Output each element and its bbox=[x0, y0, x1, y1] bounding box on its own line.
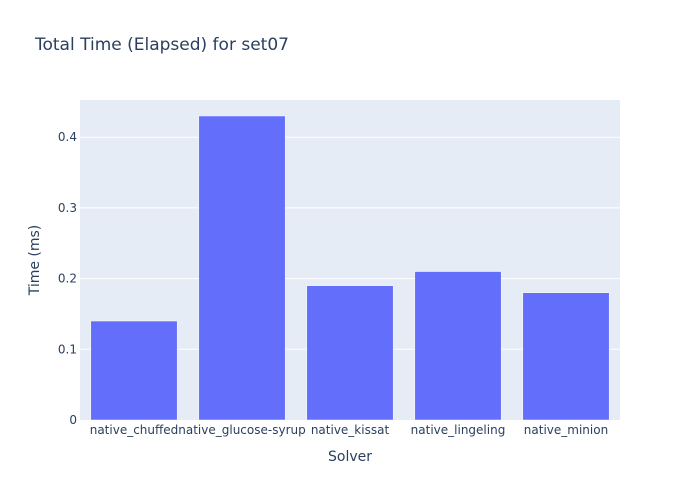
y-tick-label: 0.1 bbox=[58, 342, 77, 356]
bars bbox=[90, 115, 610, 421]
bar-native_glucose-syrup bbox=[198, 115, 286, 421]
bar-native_minion bbox=[522, 292, 610, 421]
y-tick-label: 0 bbox=[69, 413, 77, 427]
x-tick-label: native_chuffed bbox=[90, 423, 179, 437]
y-tick-label: 0.3 bbox=[58, 201, 77, 215]
x-axis-ticks: native_chuffed native_glucose-syrup native… bbox=[90, 423, 608, 437]
bar-native_lingeling bbox=[414, 271, 502, 421]
y-axis-title: Time (ms) bbox=[27, 225, 43, 297]
bar-native_chuffed bbox=[90, 320, 178, 421]
y-tick-label: 0.4 bbox=[58, 130, 77, 144]
y-axis-ticks: 0 0.1 0.2 0.3 0.4 bbox=[58, 130, 77, 427]
bar-native_kissat bbox=[306, 285, 394, 421]
x-tick-label: native_kissat bbox=[311, 423, 390, 437]
x-tick-label: native_minion bbox=[524, 423, 608, 437]
x-tick-label: native_glucose-syrup bbox=[178, 423, 305, 437]
y-tick-label: 0.2 bbox=[58, 272, 77, 286]
chart-title: Total Time (Elapsed) for set07 bbox=[34, 35, 289, 55]
x-axis-title: Solver bbox=[328, 449, 372, 465]
x-tick-label: native_lingeling bbox=[411, 423, 506, 437]
